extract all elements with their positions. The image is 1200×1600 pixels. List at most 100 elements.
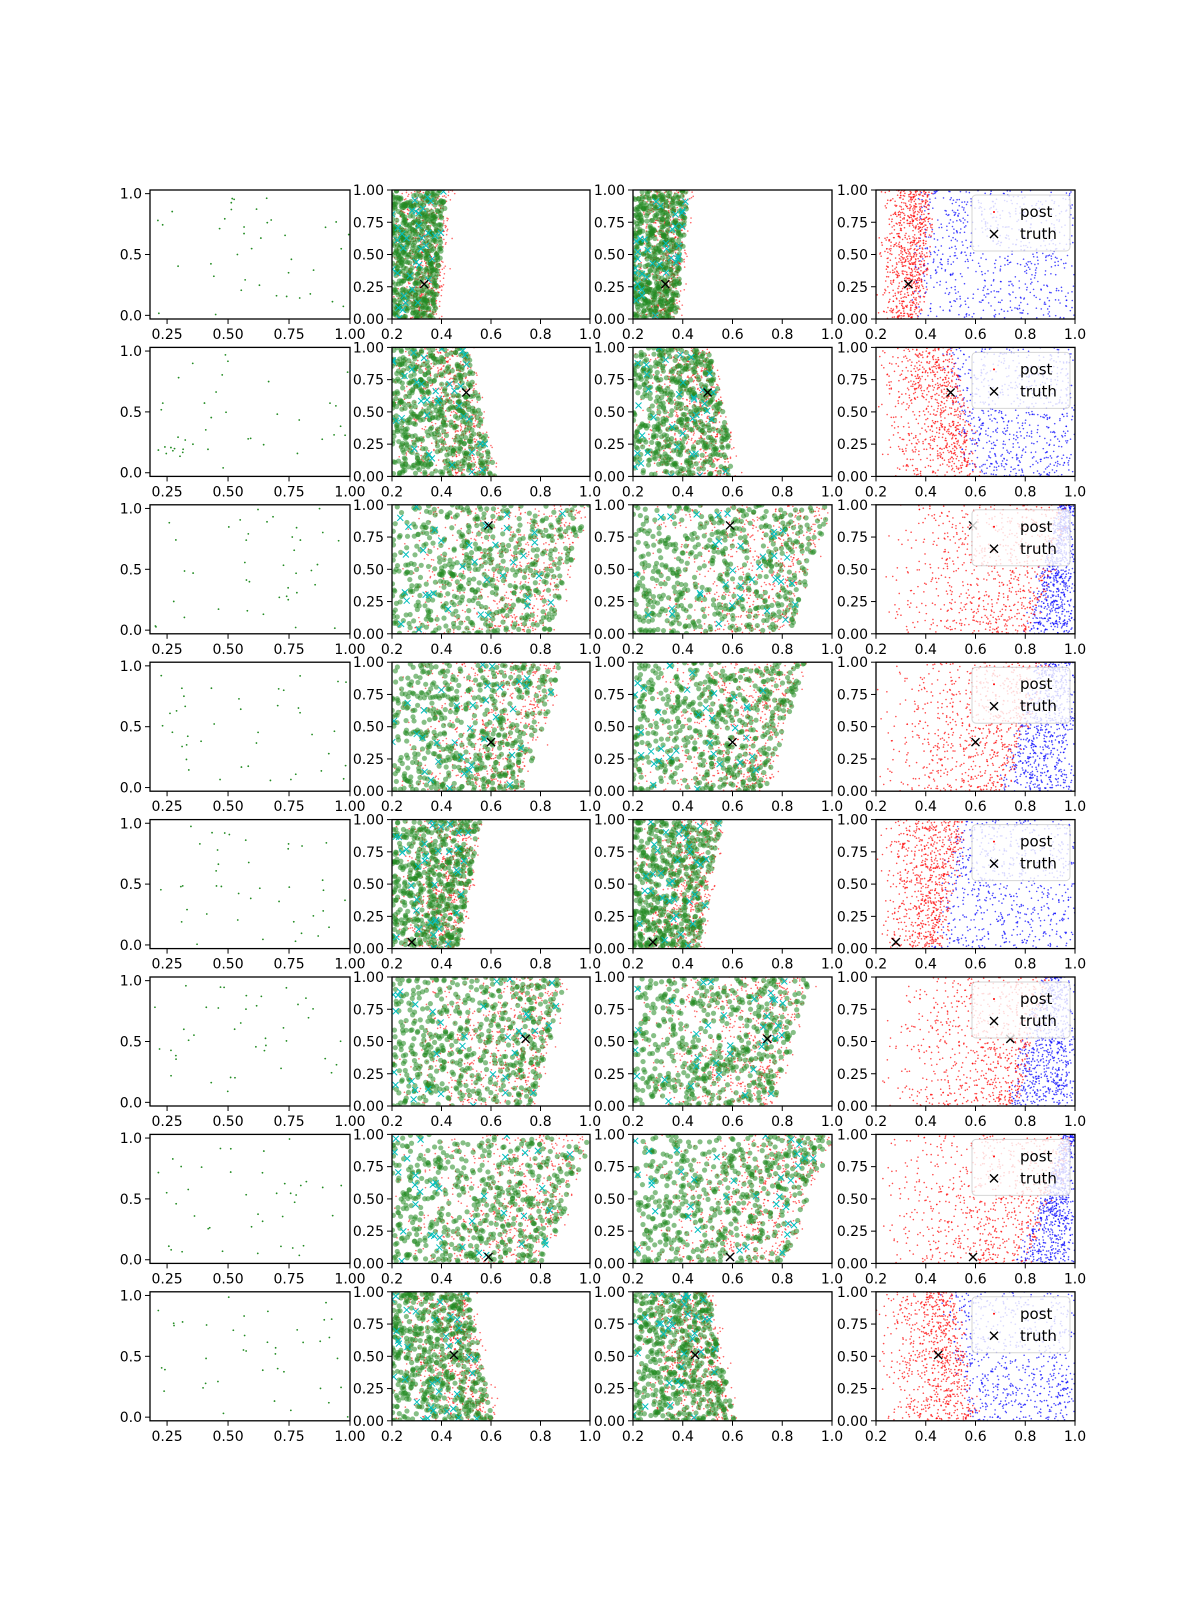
posterior-point: [914, 210, 917, 213]
sample-point: [222, 466, 225, 469]
blue-point: [935, 315, 938, 318]
posterior-point: [909, 209, 911, 212]
blue-point: [1059, 302, 1061, 304]
blue-point: [947, 293, 950, 296]
blue-point: [932, 258, 935, 260]
posterior-point: [890, 245, 892, 247]
posterior-point: [921, 226, 924, 229]
x-tick-label: 0.75: [273, 484, 304, 500]
posterior-point: [911, 241, 914, 244]
posterior-point: [482, 417, 485, 419]
cyan-marker: [682, 198, 689, 206]
blue-point: [1032, 288, 1035, 291]
posterior-point: [447, 431, 449, 434]
posterior-point: [911, 220, 914, 223]
accepted-point: [407, 221, 413, 228]
posterior-point: [893, 224, 895, 227]
accepted-point: [662, 209, 668, 215]
blue-point: [927, 314, 930, 317]
blue-point: [952, 272, 954, 275]
accepted-point: [661, 234, 667, 240]
posterior-point: [868, 286, 870, 288]
y-tick-label: 0.25: [594, 280, 625, 296]
cyan-marker: [643, 273, 651, 281]
cyan-marker: [634, 255, 641, 263]
posterior-point: [683, 261, 685, 263]
y-tick-label: 0.5: [120, 405, 142, 421]
posterior-point: [913, 214, 915, 216]
posterior-point: [909, 307, 912, 309]
blue-point: [933, 190, 936, 193]
posterior-point: [908, 279, 910, 282]
posterior-point: [910, 205, 912, 208]
blue-point: [964, 219, 966, 221]
blue-point: [931, 228, 934, 231]
y-tick-label: 0.5: [120, 248, 142, 264]
accepted-point: [644, 302, 650, 308]
blue-point: [1009, 280, 1012, 283]
cyan-marker: [652, 312, 659, 319]
accepted-point: [476, 422, 482, 429]
posterior-point: [905, 276, 907, 279]
posterior-point: [896, 276, 898, 279]
x-tick-label: 1.0: [1064, 327, 1086, 343]
sample-point: [255, 208, 258, 211]
blue-point: [957, 291, 960, 293]
posterior-point: [906, 222, 909, 225]
blue-point: [1068, 194, 1071, 196]
blue-point: [998, 313, 1001, 315]
blue-point: [1064, 295, 1067, 298]
posterior-point: [909, 198, 912, 201]
posterior-point: [921, 284, 923, 286]
posterior-point: [473, 387, 475, 390]
blue-point: [936, 281, 938, 284]
cyan-marker: [427, 197, 435, 205]
accepted-point: [416, 315, 422, 319]
posterior-point: [931, 223, 933, 226]
blue-point: [944, 268, 947, 271]
posterior-point: [928, 191, 930, 193]
blue-point: [984, 296, 987, 298]
blue-point: [951, 246, 953, 249]
posterior-point: [902, 198, 904, 200]
accepted-point: [395, 252, 402, 258]
blue-point: [930, 253, 932, 256]
blue-point: [997, 290, 1000, 293]
blue-point: [929, 222, 931, 225]
posterior-point: [915, 279, 918, 282]
posterior-point: [440, 367, 443, 370]
blue-point: [954, 288, 956, 291]
accepted-point: [393, 247, 399, 253]
posterior-point: [910, 267, 913, 270]
blue-point: [948, 247, 951, 249]
posterior-point: [900, 252, 902, 254]
accepted-point: [422, 310, 428, 316]
accepted-point: [652, 308, 658, 314]
blue-point: [1072, 241, 1074, 244]
posterior-point: [886, 199, 889, 202]
accepted-point: [410, 230, 416, 237]
blue-point: [954, 251, 956, 254]
blue-point: [929, 310, 932, 313]
posterior-point: [440, 368, 443, 371]
blue-point: [1007, 263, 1009, 266]
blue-point: [1033, 277, 1036, 279]
blue-point: [938, 226, 940, 229]
sample-point: [258, 284, 261, 287]
blue-point: [984, 272, 986, 275]
posterior-point: [896, 245, 898, 247]
blue-point: [933, 232, 935, 235]
posterior-point: [429, 374, 432, 377]
accepted-point: [440, 199, 446, 206]
posterior-point: [900, 314, 902, 317]
posterior-point: [888, 190, 891, 192]
posterior-point: [918, 252, 921, 255]
posterior-point: [914, 298, 916, 300]
posterior-point: [444, 243, 447, 245]
accepted-point: [664, 221, 670, 227]
blue-point: [960, 252, 963, 255]
blue-point: [1035, 296, 1037, 299]
posterior-point: [884, 280, 887, 282]
accepted-point: [656, 286, 662, 292]
accepted-point: [664, 309, 670, 315]
